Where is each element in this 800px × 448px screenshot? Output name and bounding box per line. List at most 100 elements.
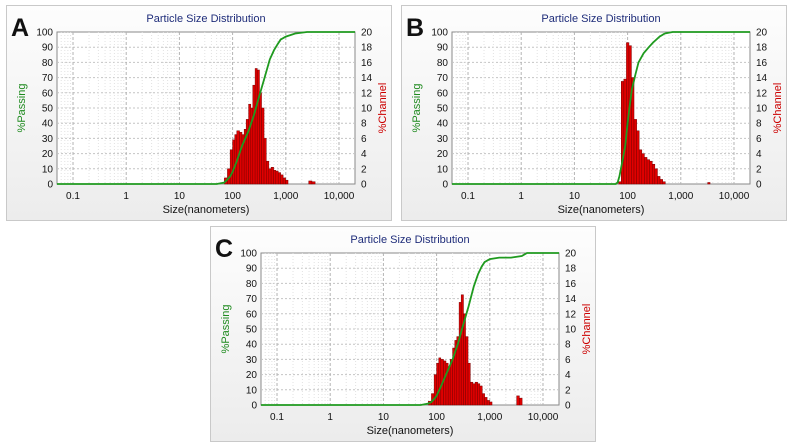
- channel-bar: [436, 362, 440, 406]
- y-tick-label-right: 4: [565, 370, 571, 381]
- chart-title: Particle Size Distribution: [146, 13, 265, 25]
- channel-bar: [263, 138, 267, 185]
- y-tick-label-right: 20: [361, 28, 373, 39]
- channel-bar: [248, 103, 252, 185]
- channel-bar: [261, 107, 265, 185]
- y-tick-label-right: 6: [361, 134, 367, 145]
- x-tick-label: 10: [174, 191, 186, 202]
- y-tick-label-right: 20: [756, 28, 768, 39]
- x-tick-label: 10: [378, 412, 390, 423]
- y-tick-label-right: 10: [756, 104, 768, 115]
- y-tick-label-left: 40: [42, 119, 54, 130]
- chart-panel-a: A Particle Size Distribution 0 10 20 30 40 50 6…: [6, 5, 392, 221]
- y-tick-label-right: 10: [361, 104, 373, 115]
- y-tick-label-right: 8: [756, 119, 762, 130]
- channel-bar: [266, 160, 270, 185]
- y-tick-label-left: 90: [246, 264, 258, 275]
- channel-bar: [268, 168, 272, 185]
- particle-size-chart-a: Particle Size Distribution 0 10 20 30 40 50 60 7…: [16, 13, 389, 216]
- channel-bar: [232, 139, 236, 185]
- channel-bar: [618, 181, 622, 185]
- channel-bar: [463, 313, 466, 406]
- channel-bar: [252, 84, 256, 185]
- x-tick-label: 1: [123, 191, 129, 202]
- y-tick-label-left: 60: [42, 88, 54, 99]
- y-tick-label-left: 90: [42, 43, 54, 54]
- y-tick-label-left: 0: [442, 180, 448, 191]
- channel-bar: [259, 92, 262, 185]
- channel-bar: [447, 366, 451, 406]
- channel-bar: [486, 400, 490, 406]
- y-tick-label-right: 20: [565, 249, 577, 260]
- y-tick-label-right: 6: [565, 355, 571, 366]
- y-tick-label-right: 14: [565, 294, 577, 305]
- channel-bar: [659, 179, 663, 185]
- channel-bar: [438, 357, 442, 406]
- channel-bar: [443, 360, 447, 406]
- channel-bar: [474, 381, 478, 406]
- y-tick-label-right: 16: [565, 279, 577, 290]
- y-tick-label-left: 20: [246, 370, 258, 381]
- channel-bar: [239, 132, 243, 185]
- y-tick-label-right: 16: [756, 58, 768, 69]
- x-axis-label: Size(nanometers): [558, 204, 645, 216]
- channel-bar: [273, 170, 277, 185]
- channel-bar: [433, 374, 437, 406]
- y-tick-label-left: 60: [246, 309, 258, 320]
- chart-title: Particle Size Distribution: [541, 13, 660, 25]
- channel-bar: [282, 177, 286, 185]
- y-tick-label-right: 2: [756, 164, 762, 175]
- y-tick-label-left: 20: [42, 149, 54, 160]
- y-tick-label-left: 0: [251, 401, 257, 412]
- y-tick-label-left: 100: [36, 28, 53, 39]
- y-tick-label-left: 90: [437, 43, 449, 54]
- channel-bar: [460, 294, 464, 406]
- y-tick-label-right: 10: [565, 325, 577, 336]
- y-tick-label-left: 30: [437, 134, 449, 145]
- channel-bar: [472, 383, 476, 406]
- y-tick-label-right: 4: [361, 149, 367, 160]
- x-tick-label: 10,000: [324, 191, 355, 202]
- x-tick-label: 1: [518, 191, 524, 202]
- channel-bar: [275, 170, 279, 185]
- panel-letter: C: [215, 235, 234, 263]
- y-tick-label-left: 100: [431, 28, 448, 39]
- y-tick-label-right: 12: [565, 309, 577, 320]
- x-tick-label: 100: [619, 191, 636, 202]
- y-tick-label-right: 16: [361, 58, 373, 69]
- y-tick-label-left: 50: [42, 104, 54, 115]
- y-axis-label-left: %Passing: [16, 84, 28, 133]
- channel-bar: [254, 68, 258, 185]
- y-tick-label-right: 0: [361, 180, 367, 191]
- x-tick-label: 0.1: [461, 191, 475, 202]
- channel-bar: [707, 182, 711, 185]
- x-tick-label: 1,000: [668, 191, 693, 202]
- passing-line: [57, 31, 355, 185]
- y-axis-label-right: %Channel: [581, 304, 593, 355]
- y-axis-label-right: %Channel: [377, 83, 389, 134]
- y-tick-label-left: 30: [42, 134, 54, 145]
- x-tick-label: 100: [428, 412, 445, 423]
- y-tick-label-right: 18: [361, 43, 373, 54]
- x-tick-label: 10,000: [528, 412, 559, 423]
- y-tick-label-left: 70: [246, 294, 258, 305]
- y-tick-label-right: 18: [565, 264, 577, 275]
- y-tick-label-left: 70: [437, 73, 449, 84]
- y-tick-label-right: 12: [361, 88, 373, 99]
- y-tick-label-right: 2: [565, 385, 571, 396]
- y-tick-label-left: 10: [246, 385, 258, 396]
- y-tick-label-left: 20: [437, 149, 449, 160]
- y-tick-label-left: 40: [437, 119, 449, 130]
- y-tick-label-right: 4: [756, 149, 762, 160]
- channel-bar: [649, 160, 653, 185]
- channel-bar: [633, 119, 637, 185]
- y-tick-label-left: 10: [437, 164, 449, 175]
- x-tick-label: 0.1: [66, 191, 80, 202]
- channel-bar: [638, 149, 643, 185]
- y-tick-label-left: 70: [42, 73, 54, 84]
- y-tick-label-left: 80: [437, 58, 449, 69]
- channel-bar: [519, 397, 523, 406]
- channel-bar: [285, 179, 289, 185]
- y-tick-label-right: 6: [756, 134, 762, 145]
- y-tick-label-left: 80: [42, 58, 54, 69]
